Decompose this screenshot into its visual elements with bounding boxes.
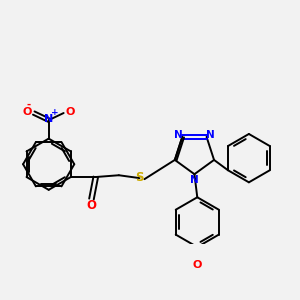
Text: O: O [193, 260, 202, 270]
Text: N: N [44, 114, 53, 124]
Text: N: N [206, 130, 215, 140]
Text: N: N [174, 130, 182, 140]
Text: O: O [23, 107, 32, 117]
Text: O: O [65, 107, 75, 117]
Text: N: N [190, 175, 199, 184]
Text: S: S [136, 170, 144, 184]
Text: -: - [27, 100, 31, 110]
Text: O: O [86, 199, 97, 212]
Text: +: + [51, 108, 58, 117]
